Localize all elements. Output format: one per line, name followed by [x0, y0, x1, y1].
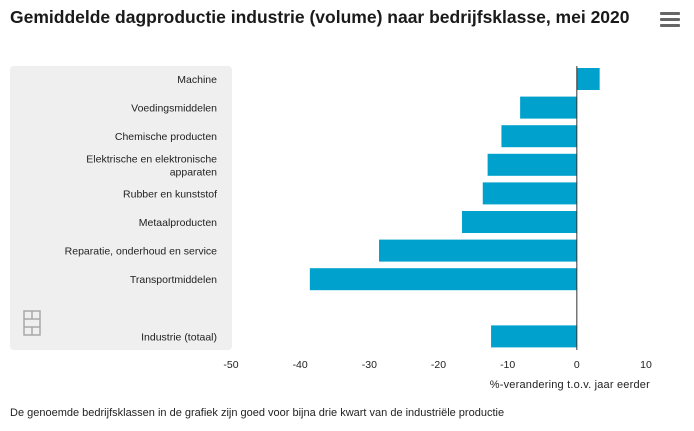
x-tick-label: 10 [640, 359, 652, 371]
bar[interactable] [576, 68, 600, 90]
category-label: Transportmiddelen [130, 274, 217, 286]
x-tick-label: -40 [293, 359, 308, 371]
bar[interactable] [487, 153, 577, 176]
footnote: De genoemde bedrijfsklassen in de grafie… [10, 407, 505, 419]
bar[interactable] [309, 268, 577, 291]
category-label: Elektrische en elektronische apparaten [86, 153, 217, 178]
category-label: Machine [177, 74, 217, 86]
hamburger-menu-icon[interactable] [660, 12, 680, 30]
x-tick-label: 0 [574, 359, 580, 371]
x-tick-label: -20 [431, 359, 446, 371]
bar[interactable] [491, 325, 577, 348]
chart-title: Gemiddelde dagproductie industrie (volum… [10, 7, 630, 27]
bar[interactable] [462, 211, 577, 233]
category-label: Industrie (totaal) [141, 331, 217, 343]
x-axis-title: %-verandering t.o.v. jaar eerder [489, 379, 650, 391]
x-tick-label: -10 [500, 359, 515, 371]
x-tick-label: -50 [223, 359, 238, 371]
cbs-logo-icon [23, 310, 41, 336]
bar[interactable] [501, 125, 577, 148]
bar[interactable] [482, 182, 577, 205]
bar[interactable] [379, 239, 577, 262]
x-tick-label: -30 [362, 359, 377, 371]
category-label: Reparatie, onderhoud en service [65, 246, 218, 258]
category-label-panel [10, 66, 232, 350]
category-label: Chemische producten [115, 131, 217, 143]
category-label: Metaalproducten [139, 217, 217, 229]
category-label: Voedingsmiddelen [131, 103, 217, 115]
category-label: Rubber en kunststof [123, 188, 217, 200]
bar[interactable] [520, 96, 577, 119]
